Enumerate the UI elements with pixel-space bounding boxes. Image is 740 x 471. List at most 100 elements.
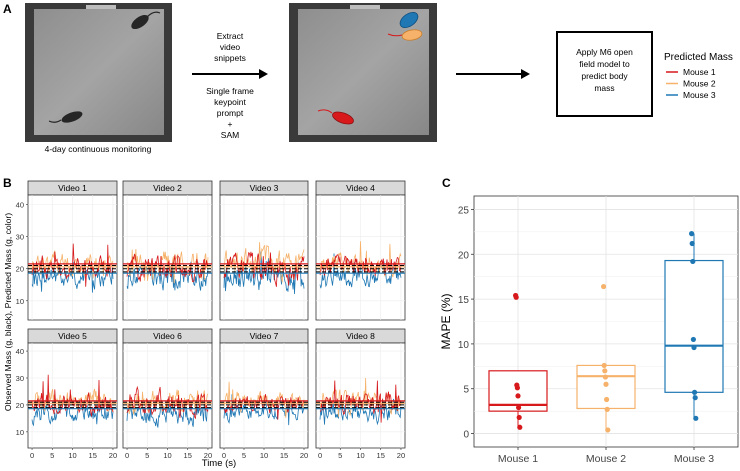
data-point [601,283,607,290]
x-tick-label: 0 [222,451,226,460]
y-tick-label: 10 [458,340,470,351]
y-tick-label: 20 [16,401,24,410]
y-tick-label: 30 [16,233,24,242]
box-3 [664,231,724,421]
facet-title: Video 3 [250,183,279,193]
mouse-mask-red [332,111,354,125]
predicted-trace [223,251,305,287]
y-tick-label: 40 [16,201,24,210]
x-tick-label: 20 [300,451,308,460]
box-iqr [664,259,724,393]
predicted-trace [319,253,402,289]
x-tick-label: 10 [68,451,76,460]
panel-label-c: C [442,176,451,190]
x-tick-label: 20 [109,451,117,460]
data-point [513,294,519,300]
x-tick-label: 0 [30,451,34,460]
data-point [689,231,695,237]
x-tick-label: 0 [125,451,129,460]
arena-image-left [25,3,172,142]
y-tick-label: 40 [16,347,24,356]
panel-a: A 4-day continuous monitoring Extract vi… [3,2,733,154]
x-tick-label: Mouse 3 [674,453,714,465]
data-point [515,393,521,399]
arrow-1 [192,69,268,79]
model-box-line: field model to [579,59,630,69]
predicted-trace [31,243,114,287]
model-box-line: Apply M6 open [576,47,633,57]
facet-title: Video 5 [58,331,87,341]
legend-label: Mouse 2 [683,79,716,89]
y-tick-label: 0 [463,430,469,441]
mouse-mask-blue [399,12,419,28]
legend-title: Predicted Mass [664,52,733,63]
panel-label-b: B [3,176,12,190]
facet-title: Video 2 [153,183,182,193]
step-text-1: Extract video snippets [214,31,246,63]
step-text-line: + [228,119,233,129]
panel-c: C 0 5 10 15 20 25 MAPE (%) Mouse 1 Mouse 2 Mouse … [439,176,739,465]
y-tick-label: 5 [463,385,469,396]
data-point [689,240,695,247]
panel-b: B Observed Mass (g, black), Predicted Ma… [3,176,406,469]
step-text-line: video [220,42,241,52]
b-y-axis-label: Observed Mass (g, black), Predicted Mass… [3,213,13,411]
facet: Video 4 [315,180,406,321]
step-text-line: Extract [217,31,244,41]
predicted-trace [126,253,209,283]
data-point [604,396,610,403]
x-tick-label: Mouse 1 [498,453,538,465]
y-tick-label: 30 [16,374,24,383]
facet-title: Video 7 [250,331,279,341]
model-box-line: mass [594,83,614,93]
data-point [692,395,698,401]
data-point [516,414,522,421]
y-tick-label: 20 [16,265,24,274]
model-box: Apply M6 open field model to predict bod… [556,31,653,117]
arrow-2 [456,69,530,79]
data-point [690,336,697,343]
y-tick-label: 20 [458,250,470,261]
predicted-trace [31,260,114,293]
facet: Video 3 [219,180,309,321]
data-point [605,427,611,433]
y-tick-label: 25 [458,205,470,216]
y-tick-label: 10 [16,428,24,437]
facet: Video 5 10 20 30 40 0 5 10 15 20 [16,328,118,460]
data-point [516,404,522,411]
facet: Video 7 0 5 10 15 20 [219,328,309,460]
box-2 [576,283,636,433]
facet-title: Video 8 [346,331,375,341]
x-tick-label: 5 [242,451,246,460]
step-text-line: keypoint [214,97,246,107]
box-1 [488,292,548,430]
x-tick-label: 10 [260,451,268,460]
data-point [601,362,607,369]
predicted-trace [319,380,402,423]
facet-title: Video 4 [346,183,375,193]
y-tick-label: 10 [16,297,24,306]
data-point [602,374,609,380]
facet: Video 8 0 5 10 15 20 [315,328,406,460]
y-tick-label: 15 [458,295,470,306]
data-point [514,385,521,391]
x-tick-label: 5 [338,451,342,460]
x-tick-label: 20 [204,451,212,460]
facet-title: Video 6 [153,331,182,341]
model-box-line: predict body [581,71,628,81]
step-text-2: Single frame keypoint prompt + SAM [206,86,254,140]
x-tick-label: Mouse 2 [586,453,626,465]
panel-label-a: A [3,2,12,16]
x-tick-label: 15 [377,451,385,460]
data-point [692,389,698,395]
facet: Video 1 10 20 30 40 [16,180,118,321]
legend-label: Mouse 3 [683,90,716,100]
mouse-silhouette [61,111,83,123]
predicted-trace [319,398,402,426]
x-tick-label: 5 [145,451,149,460]
b-x-axis-label: Time (s) [202,458,236,469]
facet: Video 6 0 5 10 15 20 [122,328,213,460]
data-point [603,381,609,387]
step-text-line: prompt [217,108,244,118]
predicted-trace [223,242,305,283]
